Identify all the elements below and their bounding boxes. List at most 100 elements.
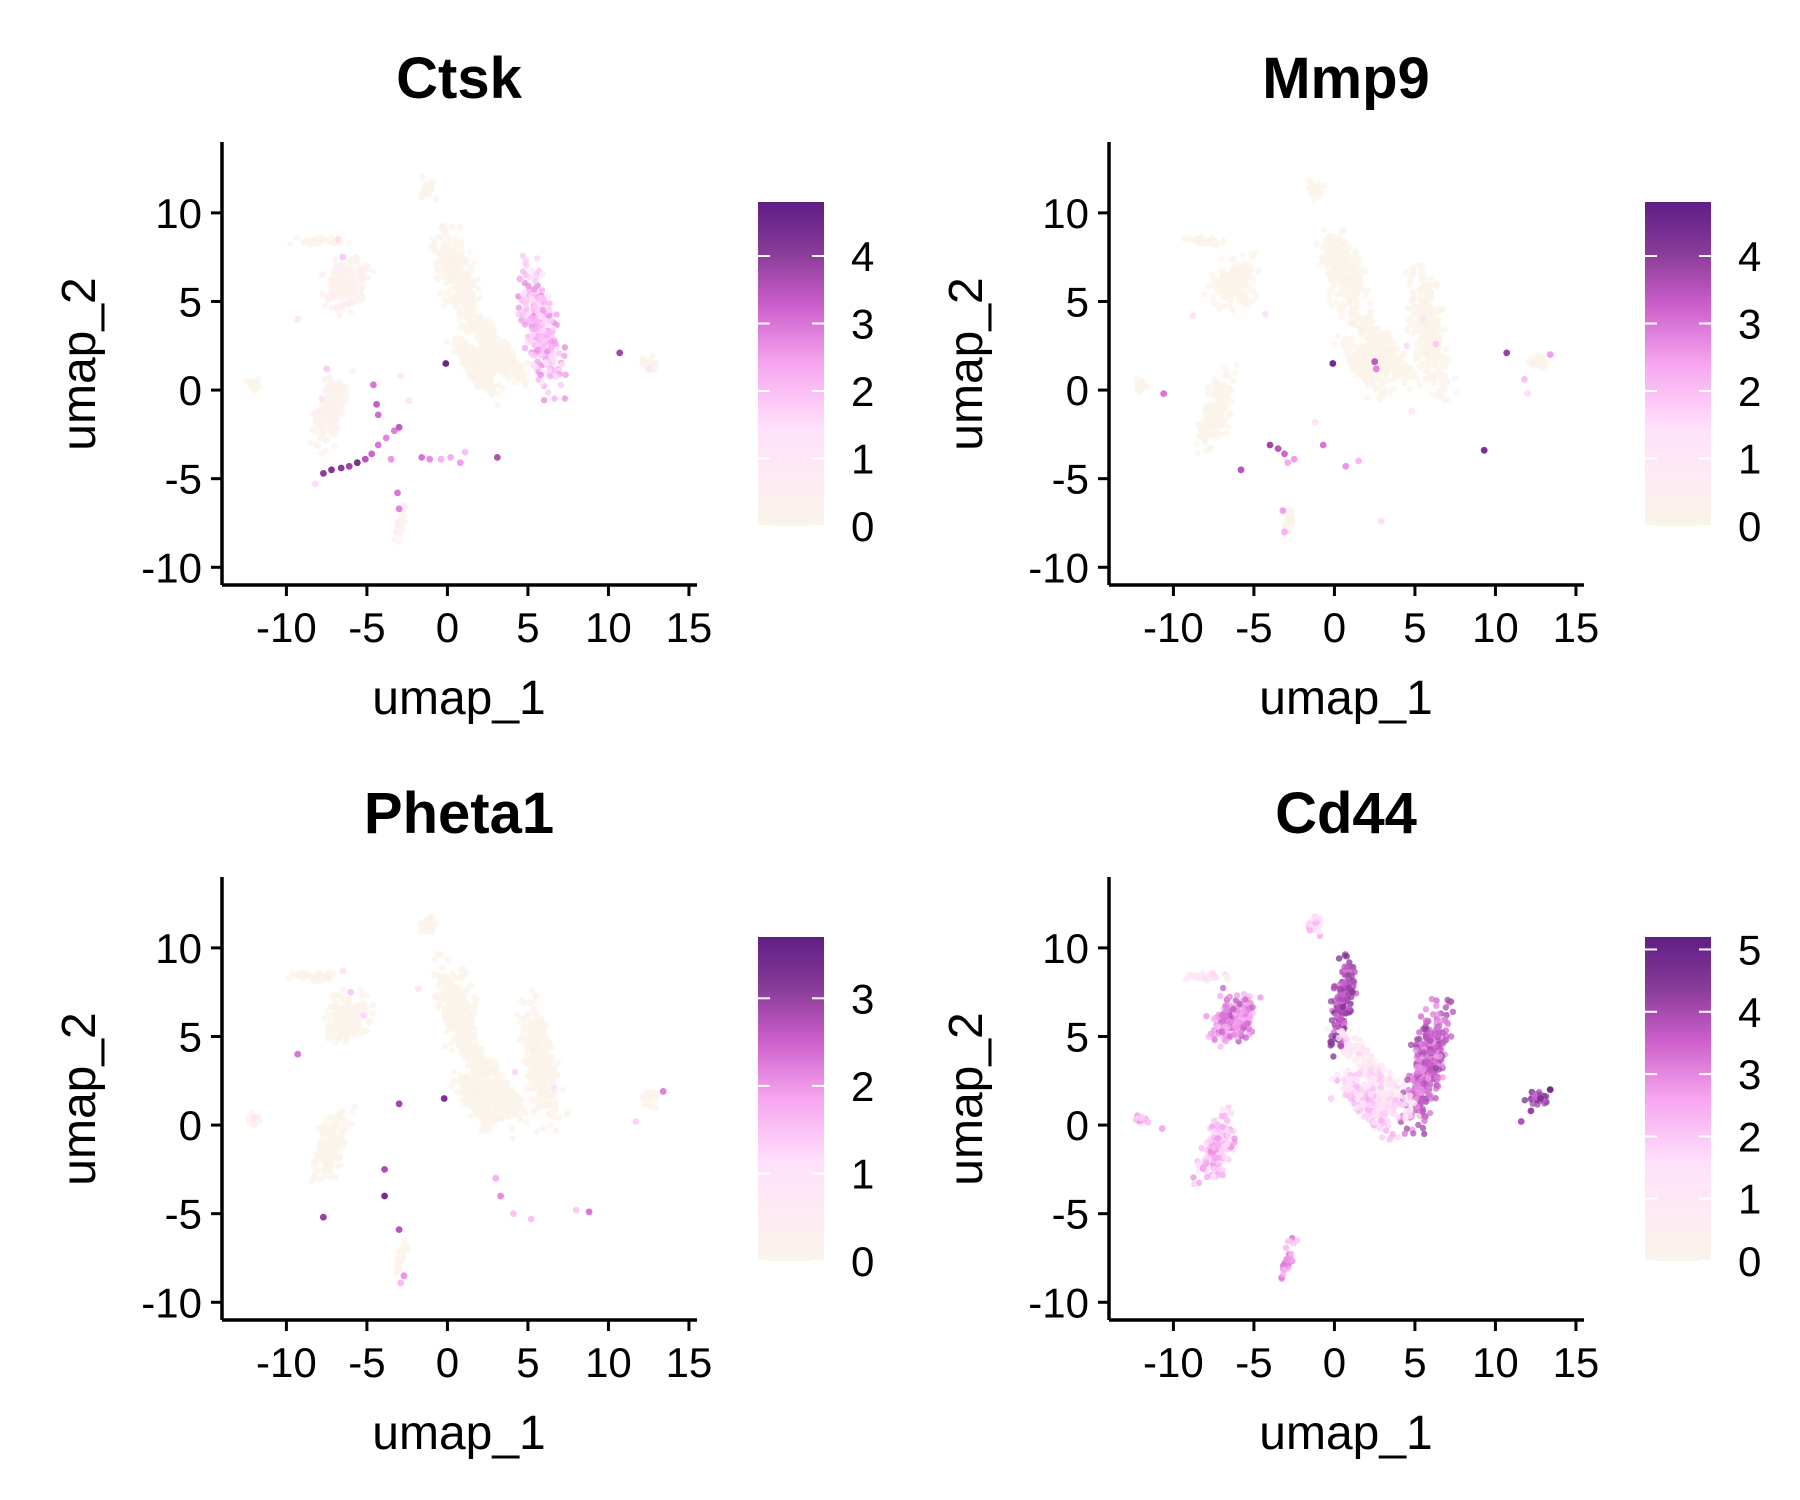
color-scale-tick-label: 4 xyxy=(1738,233,1761,280)
cell-point xyxy=(417,921,425,928)
cell-point xyxy=(333,304,340,311)
cell-point xyxy=(517,1104,524,1111)
cell-point xyxy=(1201,291,1209,298)
cell-point xyxy=(483,1060,491,1068)
y-tick-label: -5 xyxy=(165,456,202,503)
cell-point xyxy=(523,1086,530,1093)
cell-point xyxy=(1223,430,1230,437)
cell-point xyxy=(472,321,479,328)
cell-point xyxy=(522,383,529,390)
cell-point xyxy=(449,1047,456,1054)
cell-point xyxy=(533,992,541,999)
cell-point xyxy=(465,1075,472,1082)
cell-point xyxy=(428,913,435,920)
expressing-cell-point xyxy=(397,372,405,380)
cell-point xyxy=(1207,432,1214,439)
cell-point xyxy=(323,387,330,394)
cell-point xyxy=(1421,1130,1428,1138)
cell-point xyxy=(1392,361,1400,368)
cell-point xyxy=(1337,283,1344,290)
cell-point xyxy=(369,1010,376,1017)
cell-point xyxy=(1217,256,1225,263)
cell-point xyxy=(467,275,475,283)
y-tick-label: -10 xyxy=(141,1279,202,1326)
cell-point xyxy=(448,1083,456,1090)
expressing-cell-point xyxy=(250,1114,258,1122)
x-axis-label: umap_1 xyxy=(1259,672,1432,725)
cell-point xyxy=(521,1110,529,1117)
cell-point xyxy=(1441,385,1448,393)
cell-point xyxy=(500,1106,508,1113)
expressing-cell-point xyxy=(397,1279,405,1287)
cell-point xyxy=(423,928,431,935)
cell-point xyxy=(326,1128,333,1135)
cell-point xyxy=(464,350,472,357)
cell-point xyxy=(440,1009,448,1017)
expressing-cell-point xyxy=(1524,390,1531,397)
cell-point xyxy=(1195,421,1202,429)
cell-point xyxy=(648,355,655,362)
cell-point xyxy=(544,389,552,396)
cell-point xyxy=(449,341,457,348)
cell-point xyxy=(342,1118,349,1126)
cell-point xyxy=(532,1042,540,1049)
cell-point xyxy=(1425,351,1432,358)
cell-point xyxy=(446,264,453,271)
cell-point xyxy=(418,928,425,935)
cell-point xyxy=(326,974,333,981)
cell-point xyxy=(1407,1041,1415,1048)
cell-point xyxy=(322,1138,330,1145)
cell-point xyxy=(456,255,463,263)
expressing-cell-point xyxy=(395,1100,403,1108)
expressing-cell-point xyxy=(360,1011,368,1019)
cell-point xyxy=(523,262,530,269)
cell-point xyxy=(565,1109,572,1116)
y-tick-label: -5 xyxy=(1052,456,1089,503)
cell-point xyxy=(325,293,332,300)
cell-point xyxy=(1344,241,1351,248)
expressing-cell-point xyxy=(345,462,353,470)
cell-point xyxy=(539,271,546,278)
cell-point xyxy=(458,242,465,250)
cell-point xyxy=(445,296,453,304)
cell-point xyxy=(473,997,480,1005)
cell-point xyxy=(1420,331,1427,339)
cell-point xyxy=(448,992,456,999)
cell-point xyxy=(349,255,357,263)
cell-point xyxy=(533,255,541,262)
cell-point xyxy=(459,298,467,305)
y-axis-label: umap_2 xyxy=(53,1012,106,1185)
cell-point xyxy=(336,312,343,319)
cell-point xyxy=(490,1058,498,1065)
cell-point xyxy=(326,1011,334,1019)
cell-point xyxy=(1377,352,1385,359)
cell-point xyxy=(540,397,548,404)
cell-point xyxy=(1219,238,1226,246)
cell-point xyxy=(519,1029,527,1036)
cell-point xyxy=(303,235,310,242)
cell-point xyxy=(509,1135,516,1142)
cell-point xyxy=(486,374,493,381)
cell-point xyxy=(450,349,457,356)
cell-point xyxy=(465,313,472,320)
cell-point xyxy=(351,1031,359,1038)
cell-point xyxy=(1426,275,1434,282)
cell-point xyxy=(1235,287,1242,295)
cell-point xyxy=(1525,359,1532,366)
cell-point xyxy=(329,411,337,418)
cell-point xyxy=(1203,413,1210,420)
cell-point xyxy=(548,361,555,368)
cell-point xyxy=(357,1005,364,1012)
cell-point xyxy=(339,1108,346,1116)
cell-point xyxy=(1410,322,1418,329)
cell-point xyxy=(443,979,450,986)
cell-point xyxy=(1394,344,1401,352)
x-tick-label: -10 xyxy=(256,604,317,651)
cell-point xyxy=(1218,430,1226,438)
cell-point xyxy=(439,222,447,229)
cell-point xyxy=(346,1003,353,1010)
cell-point xyxy=(1356,370,1364,377)
cell-point xyxy=(434,1004,441,1012)
